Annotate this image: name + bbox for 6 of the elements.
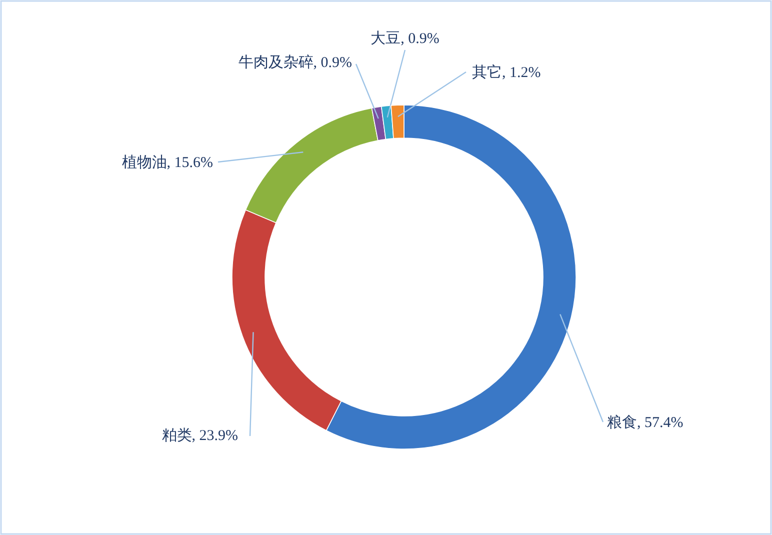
slice-label: 粕类, 23.9% [162, 426, 238, 446]
slice-label: 其它, 1.2% [472, 63, 541, 83]
slice-label: 牛肉及杂碎, 0.9% [238, 54, 352, 73]
slice-label: 植物油, 15.6% [122, 154, 213, 173]
slice-label: 粮食, 57.4% [607, 414, 684, 433]
slice-label: 大豆, 0.9% [370, 30, 440, 49]
